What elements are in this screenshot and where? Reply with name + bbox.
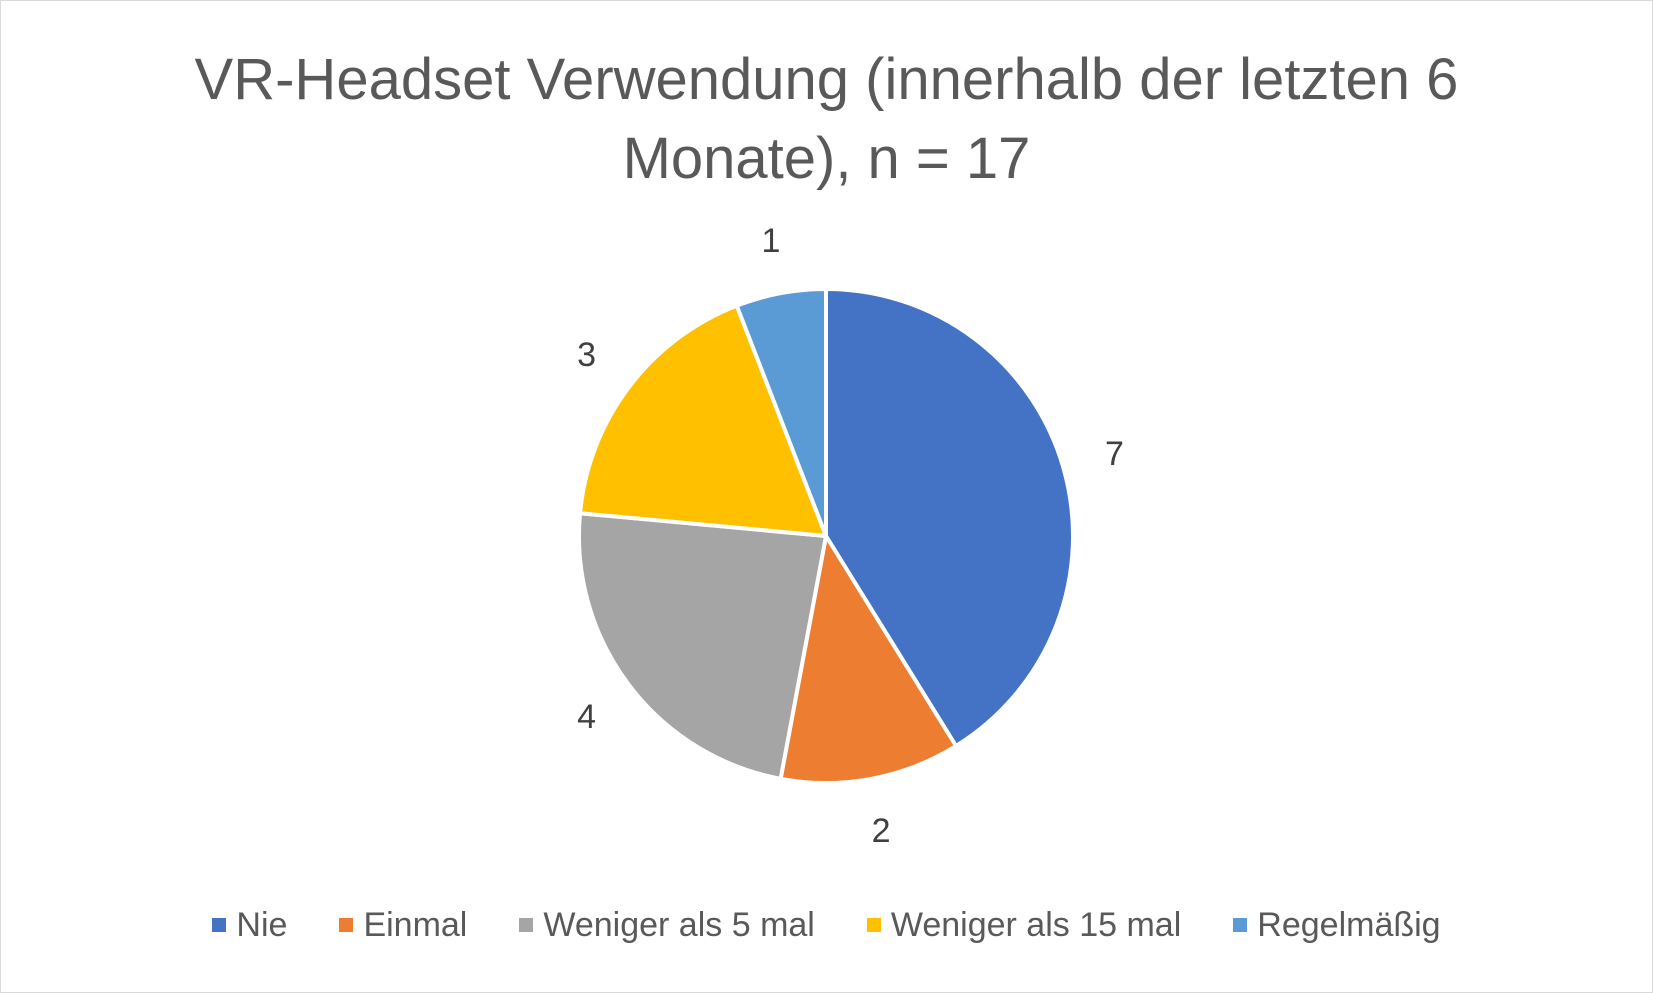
- legend: Nie Einmal Weniger als 5 mal Weniger als…: [0, 895, 1653, 955]
- legend-item-weniger-als-5-mal: Weniger als 5 mal: [519, 906, 815, 945]
- legend-swatch-regelmaessig: [1233, 918, 1248, 932]
- data-label-nie: 7: [1105, 435, 1124, 473]
- legend-swatch-weniger-als-15-mal: [866, 918, 881, 932]
- pie-slice-nie: [824, 287, 1075, 749]
- pie-slice-regelmaessig: [734, 287, 828, 538]
- legend-label-regelmaessig: Regelmäßig: [1257, 905, 1441, 944]
- pie-slice-weniger-als-5-mal: [577, 511, 828, 781]
- data-label-weniger-als-5-mal: 4: [577, 698, 596, 736]
- chart-title-line-2: Monate), n = 17: [622, 126, 1031, 191]
- data-label-regelmaessig: 1: [761, 222, 780, 260]
- chart-title-line-1: VR-Headset Verwendung (innerhalb der let…: [194, 47, 1459, 112]
- legend-label-nie: Nie: [236, 905, 288, 944]
- legend-item-regelmaessig: Regelmäßig: [1233, 905, 1441, 945]
- data-label-weniger-als-15-mal: 3: [577, 336, 596, 374]
- legend-swatch-einmal: [339, 918, 354, 932]
- legend-item-einmal: Einmal: [339, 906, 467, 945]
- pie-slice-einmal: [778, 534, 959, 785]
- legend-label-weniger-als-5-mal: Weniger als 5 mal: [543, 905, 815, 944]
- legend-item-weniger-als-15-mal: Weniger als 15 mal: [866, 905, 1182, 945]
- legend-swatch-weniger-als-5-mal: [519, 918, 534, 932]
- legend-label-weniger-als-15-mal: Weniger als 15 mal: [890, 905, 1182, 944]
- data-label-einmal: 2: [872, 812, 891, 850]
- legend-swatch-nie: [212, 918, 227, 932]
- legend-label-einmal: Einmal: [363, 905, 468, 944]
- pie-slice-weniger-als-15-mal: [578, 303, 828, 538]
- legend-item-nie: Nie: [212, 906, 287, 945]
